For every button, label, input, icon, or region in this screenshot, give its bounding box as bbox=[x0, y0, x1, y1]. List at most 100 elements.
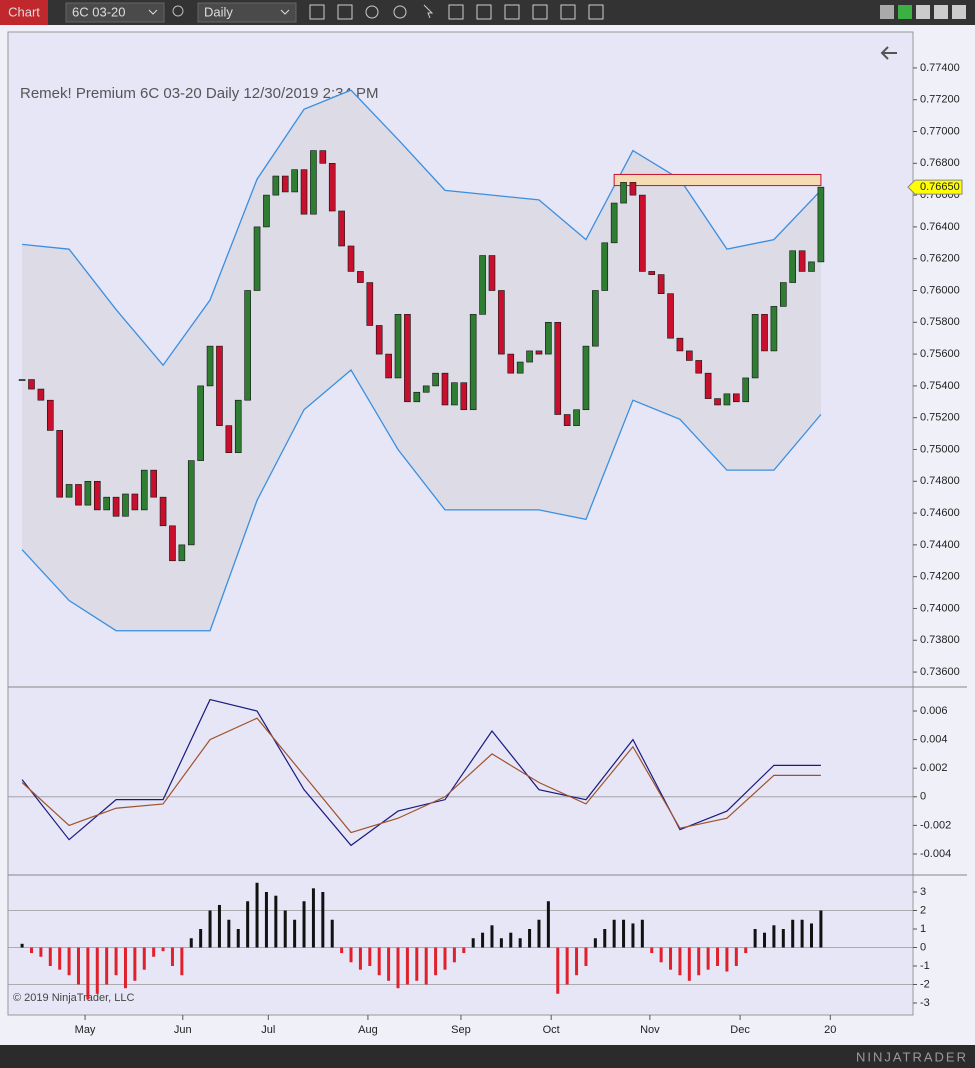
candle bbox=[291, 169, 298, 193]
y-tick-label: 0.73600 bbox=[920, 666, 960, 678]
histogram-bar bbox=[490, 925, 494, 948]
toolbar: Chart 6C 03-20 Daily bbox=[0, 0, 975, 25]
tool-indicators[interactable] bbox=[532, 4, 548, 20]
x-tick-label: Aug bbox=[358, 1024, 378, 1036]
interval-select[interactable] bbox=[197, 2, 297, 23]
search-icon[interactable] bbox=[172, 5, 184, 17]
candle bbox=[178, 544, 186, 562]
histogram-bar bbox=[546, 901, 550, 948]
candle bbox=[723, 393, 731, 406]
candle bbox=[319, 150, 327, 164]
candle bbox=[704, 372, 712, 399]
tool-zoom-in[interactable] bbox=[365, 5, 379, 19]
band-fill bbox=[22, 90, 821, 631]
y-tick-label: -1 bbox=[920, 960, 930, 972]
candle bbox=[413, 391, 421, 403]
candle bbox=[272, 175, 280, 196]
histogram-bar bbox=[575, 947, 579, 976]
tool-templates[interactable] bbox=[560, 4, 576, 20]
histogram-bar bbox=[161, 947, 165, 952]
histogram-bar bbox=[330, 919, 334, 948]
y-tick-label: 0 bbox=[920, 791, 926, 803]
status-bar bbox=[0, 1045, 975, 1068]
candle bbox=[695, 360, 703, 374]
histogram-bar bbox=[537, 919, 541, 948]
back-arrow[interactable] bbox=[880, 46, 897, 60]
window-button[interactable] bbox=[880, 5, 894, 19]
candle bbox=[592, 290, 599, 347]
histogram-bar bbox=[584, 947, 588, 966]
candle bbox=[554, 321, 562, 415]
tool-pointer[interactable] bbox=[423, 4, 434, 19]
tool-bars[interactable] bbox=[309, 4, 325, 20]
histogram-bar bbox=[556, 947, 560, 994]
minimize-button[interactable] bbox=[916, 5, 930, 19]
candle bbox=[742, 377, 750, 403]
histogram-bar bbox=[396, 947, 400, 989]
tool-properties[interactable] bbox=[476, 4, 492, 20]
x-tick-label: 20 bbox=[824, 1024, 836, 1036]
histogram-bar bbox=[105, 947, 109, 985]
candle bbox=[338, 210, 345, 247]
band-line bbox=[21, 368, 822, 632]
candle bbox=[639, 194, 646, 272]
candle bbox=[441, 372, 449, 406]
histogram-bar bbox=[293, 919, 297, 948]
histogram-bar bbox=[528, 929, 532, 948]
tool-icons bbox=[309, 4, 604, 20]
histogram-bar bbox=[302, 901, 306, 948]
histogram-bar bbox=[819, 910, 823, 948]
chart-tab[interactable] bbox=[0, 0, 48, 25]
candle bbox=[573, 409, 580, 426]
histogram-bar bbox=[358, 947, 362, 970]
candle bbox=[328, 163, 336, 212]
histogram-bar bbox=[678, 947, 682, 976]
candle bbox=[808, 261, 815, 272]
histogram-bar bbox=[781, 929, 785, 948]
histogram-bar bbox=[311, 888, 315, 948]
tool-draw[interactable] bbox=[337, 4, 353, 20]
candle bbox=[601, 242, 609, 291]
histogram-bar bbox=[734, 947, 738, 966]
histogram-bar bbox=[377, 947, 381, 976]
candle bbox=[648, 271, 656, 275]
y-tick-label: 0 bbox=[920, 941, 926, 953]
candle bbox=[545, 321, 552, 355]
last-price-label: 0.76650 bbox=[920, 181, 960, 193]
instrument-select[interactable] bbox=[65, 2, 165, 23]
candle bbox=[375, 325, 383, 355]
histogram-bar bbox=[772, 925, 776, 948]
histogram-bar bbox=[321, 892, 325, 948]
candle bbox=[563, 414, 571, 426]
close-button[interactable] bbox=[952, 5, 966, 19]
window-button[interactable] bbox=[898, 5, 912, 19]
histogram-bar bbox=[612, 919, 616, 948]
candle bbox=[131, 493, 139, 511]
histogram-bar bbox=[462, 947, 466, 954]
candle bbox=[244, 290, 251, 401]
maximize-button[interactable] bbox=[934, 5, 948, 19]
candle bbox=[657, 274, 665, 294]
interval-label: Daily bbox=[204, 4, 233, 19]
histogram-bar bbox=[800, 919, 804, 948]
histogram-bar bbox=[76, 947, 80, 985]
histogram-bar bbox=[199, 929, 203, 948]
tool-zoom-out[interactable] bbox=[393, 5, 407, 19]
histogram-bar bbox=[687, 947, 691, 981]
histogram-bar bbox=[659, 947, 663, 963]
candle bbox=[686, 350, 693, 361]
candle bbox=[234, 399, 242, 453]
x-tick-label: Jul bbox=[261, 1024, 275, 1036]
y-tick-label: 0.76800 bbox=[920, 157, 960, 169]
histogram-bar bbox=[481, 932, 485, 948]
histogram-bar bbox=[716, 947, 720, 966]
candle bbox=[225, 425, 233, 453]
tool-strategy[interactable] bbox=[504, 4, 520, 20]
histogram-bar bbox=[669, 947, 673, 970]
chart-title: Remek! Premium 6C 03-20 Daily 12/30/2019… bbox=[20, 85, 379, 102]
y-tick-label: 0.002 bbox=[920, 762, 948, 774]
histogram-bar bbox=[565, 947, 569, 985]
tool-data[interactable] bbox=[448, 4, 464, 20]
candle bbox=[37, 388, 45, 401]
tool-list[interactable] bbox=[588, 4, 604, 20]
